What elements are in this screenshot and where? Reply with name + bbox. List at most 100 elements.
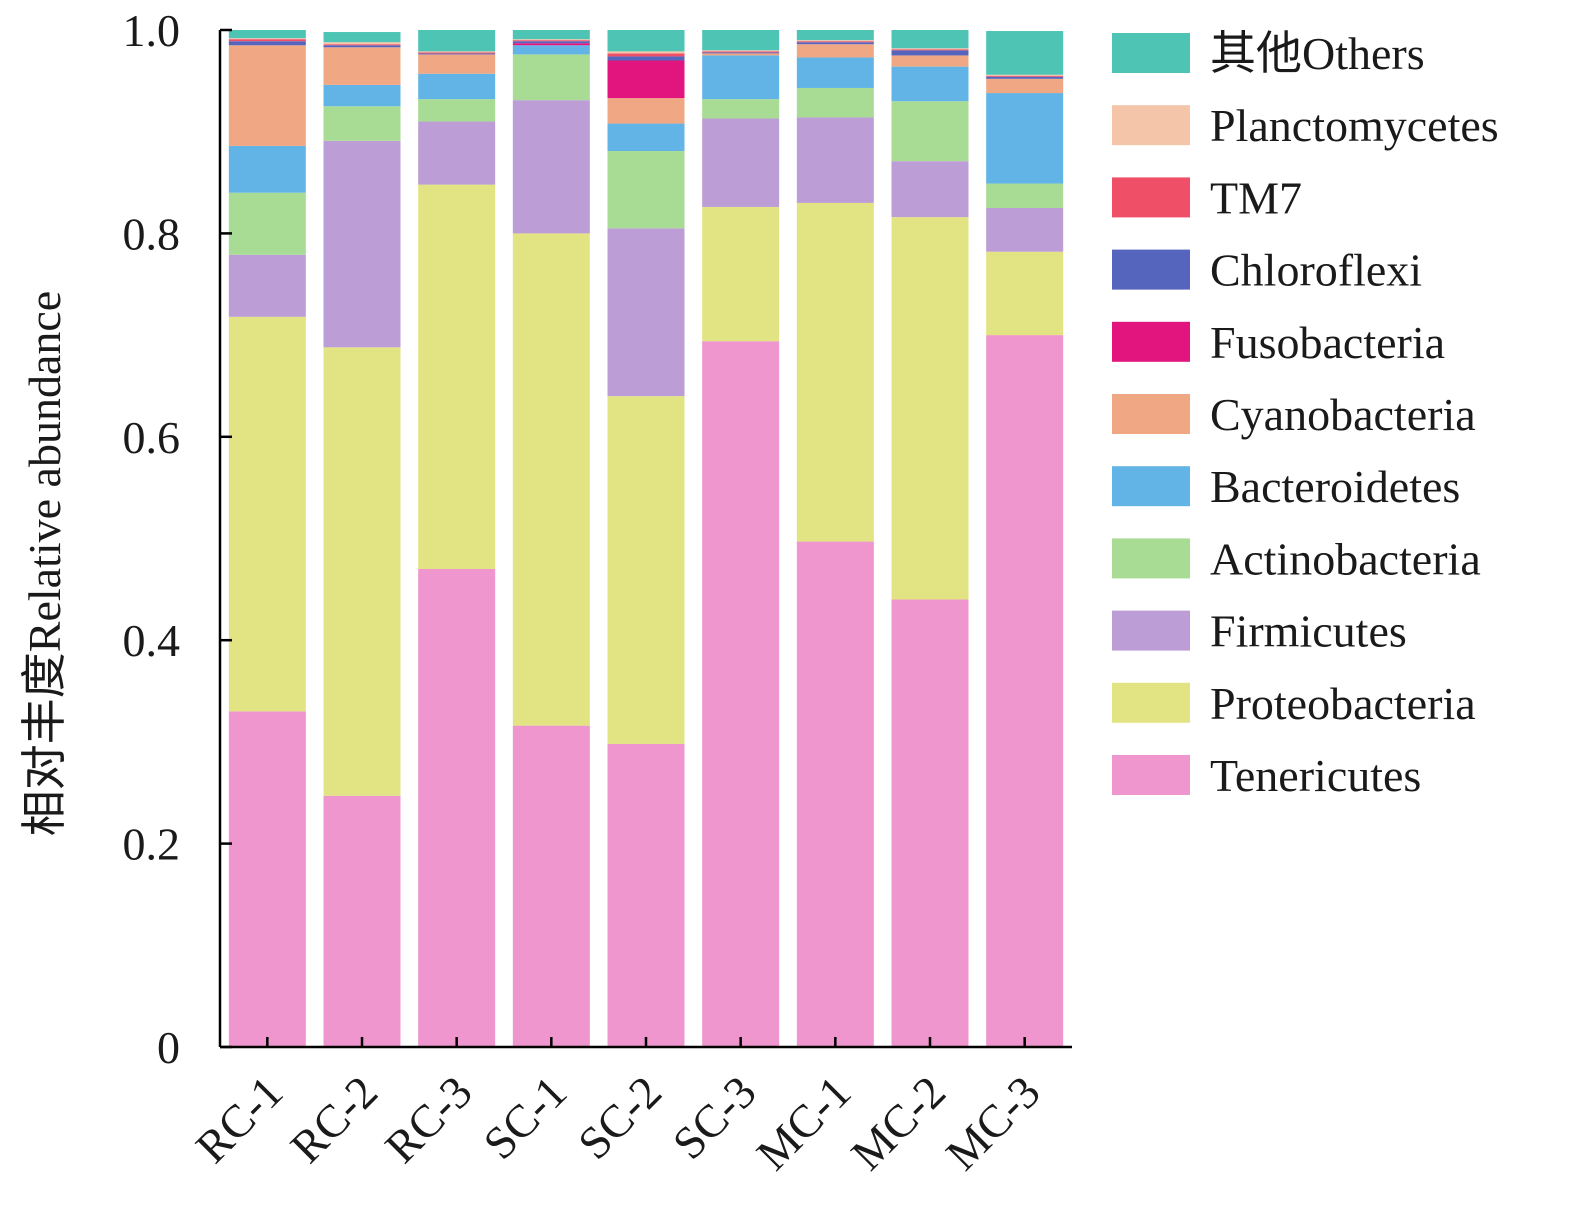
bar-segment-rc-2-2 xyxy=(323,140,401,348)
bar-segment-sc-2-6 xyxy=(607,60,685,99)
y-tick-label: 0.2 xyxy=(123,819,181,870)
bar-segment-rc-3-4 xyxy=(418,73,496,100)
bar-segment-rc-2-8 xyxy=(323,44,401,46)
bar-segment-sc-3-2 xyxy=(702,118,780,207)
legend-label: Fusobacteria xyxy=(1210,317,1445,368)
bar-segment-mc-3-3 xyxy=(986,183,1064,208)
bar-segment-mc-2-7 xyxy=(891,50,969,56)
x-category-label: SC-3 xyxy=(663,1066,766,1169)
y-tick-label: 0.8 xyxy=(123,208,181,259)
bar-segment-rc-2-10 xyxy=(323,32,401,43)
bar-segment-sc-3-4 xyxy=(702,55,780,100)
legend-item: Proteobacteria xyxy=(1112,678,1476,729)
bar-segment-mc-2-3 xyxy=(891,101,969,162)
bar-segment-sc-1-3 xyxy=(512,54,590,101)
bar-stack-rc-1 xyxy=(228,30,306,1047)
x-category-label: MC-2 xyxy=(841,1066,955,1180)
legend-item: Fusobacteria xyxy=(1112,317,1445,368)
bar-segment-rc-3-1 xyxy=(418,184,496,570)
bar-stacks xyxy=(228,30,1064,1048)
bar-segment-mc-1-9 xyxy=(796,40,874,42)
bar-segment-sc-1-0 xyxy=(512,725,590,1047)
bar-segment-sc-3-10 xyxy=(702,30,780,51)
legend-item: Actinobacteria xyxy=(1112,533,1481,584)
legend-item: Planctomycetes xyxy=(1112,100,1499,151)
bar-segment-mc-1-10 xyxy=(796,30,874,41)
legend-label: Bacteroidetes xyxy=(1210,461,1460,512)
legend-item: Bacteroidetes xyxy=(1112,461,1460,512)
bar-segment-sc-1-1 xyxy=(512,233,590,726)
legend-label: 其他Others xyxy=(1210,28,1425,79)
bar-segment-rc-1-7 xyxy=(228,41,306,46)
bar-segment-rc-1-5 xyxy=(228,45,306,146)
bar-segment-sc-3-5 xyxy=(702,53,780,56)
bar-segment-rc-1-2 xyxy=(228,254,306,317)
bar-segment-sc-2-2 xyxy=(607,228,685,397)
bar-segment-mc-2-2 xyxy=(891,161,969,218)
bar-segment-sc-1-8 xyxy=(512,40,590,42)
x-category-label: RC-3 xyxy=(375,1066,482,1173)
bar-segment-rc-1-4 xyxy=(228,145,306,193)
bar-segment-sc-2-7 xyxy=(607,56,685,61)
bar-segment-mc-2-1 xyxy=(891,217,969,600)
legend-item: TM7 xyxy=(1112,172,1302,223)
legend-label: Tenericutes xyxy=(1210,750,1421,801)
legend-label: TM7 xyxy=(1210,172,1302,223)
bar-segment-rc-1-3 xyxy=(228,192,306,255)
bar-segment-sc-3-0 xyxy=(702,341,780,1047)
y-axis-title: 相对丰度Relative abundance xyxy=(19,291,70,836)
legend-label: Firmicutes xyxy=(1210,606,1407,657)
bar-segment-sc-1-2 xyxy=(512,100,590,234)
bar-segment-sc-3-3 xyxy=(702,99,780,119)
bar-segment-mc-1-3 xyxy=(796,87,874,118)
bar-segment-rc-1-1 xyxy=(228,316,306,712)
legend-swatch xyxy=(1112,33,1190,73)
x-category-label: MC-1 xyxy=(747,1066,861,1180)
legend-swatch xyxy=(1112,538,1190,579)
bar-segment-rc-3-9 xyxy=(418,51,496,53)
legend-item: Firmicutes xyxy=(1112,606,1407,657)
legend-swatch xyxy=(1112,610,1190,651)
bar-segment-mc-2-0 xyxy=(891,599,969,1047)
legend-label: Actinobacteria xyxy=(1210,533,1481,584)
legend-swatch xyxy=(1112,105,1190,146)
bar-segment-rc-3-8 xyxy=(418,52,496,54)
bar-segment-rc-3-3 xyxy=(418,99,496,122)
bar-segment-mc-1-8 xyxy=(796,41,874,43)
bar-segment-sc-1-6 xyxy=(512,43,590,46)
bar-segment-mc-2-4 xyxy=(891,66,969,102)
bar-stack-rc-2 xyxy=(323,32,401,1047)
bar-segment-rc-2-5 xyxy=(323,47,401,85)
bar-stack-sc-2 xyxy=(607,30,685,1047)
x-category-label: RC-1 xyxy=(186,1066,293,1173)
legend-swatch xyxy=(1112,321,1190,362)
bar-stack-sc-3 xyxy=(702,30,780,1047)
y-axis-ticks: 0 0.2 0.4 0.6 0.8 1.0 xyxy=(123,5,232,1073)
bar-segment-sc-2-0 xyxy=(607,743,685,1047)
y-tick-label: 1.0 xyxy=(123,5,181,56)
bar-segment-mc-1-0 xyxy=(796,541,874,1047)
bar-segment-mc-2-5 xyxy=(891,55,969,67)
bar-segment-rc-1-9 xyxy=(228,38,306,40)
bar-stack-mc-3 xyxy=(986,31,1064,1048)
bar-segment-sc-2-1 xyxy=(607,396,685,744)
legend-label: Planctomycetes xyxy=(1210,100,1499,151)
bar-segment-sc-1-4 xyxy=(512,45,590,55)
bar-segment-sc-2-8 xyxy=(607,53,685,57)
bar-segment-rc-1-10 xyxy=(228,30,306,39)
bar-segment-rc-3-7 xyxy=(418,53,496,55)
y-tick-label: 0 xyxy=(157,1022,180,1073)
bar-segment-sc-1-9 xyxy=(512,39,590,41)
bar-segment-mc-2-10 xyxy=(891,30,969,49)
bar-segment-sc-2-4 xyxy=(607,123,685,152)
x-axis-category-labels: RC-1RC-2RC-3SC-1SC-2SC-3MC-1MC-2MC-3 xyxy=(186,1037,1050,1180)
bar-segment-rc-3-2 xyxy=(418,121,496,185)
legend-swatch xyxy=(1112,755,1190,795)
bar-segment-sc-2-3 xyxy=(607,151,685,229)
bar-segment-rc-2-0 xyxy=(323,795,401,1047)
legend-label: Chloroflexi xyxy=(1210,245,1422,296)
bar-segment-sc-3-9 xyxy=(702,50,780,52)
legend-label: Proteobacteria xyxy=(1210,678,1476,729)
bar-segment-mc-2-8 xyxy=(891,49,969,51)
bar-segment-rc-1-8 xyxy=(228,39,306,42)
